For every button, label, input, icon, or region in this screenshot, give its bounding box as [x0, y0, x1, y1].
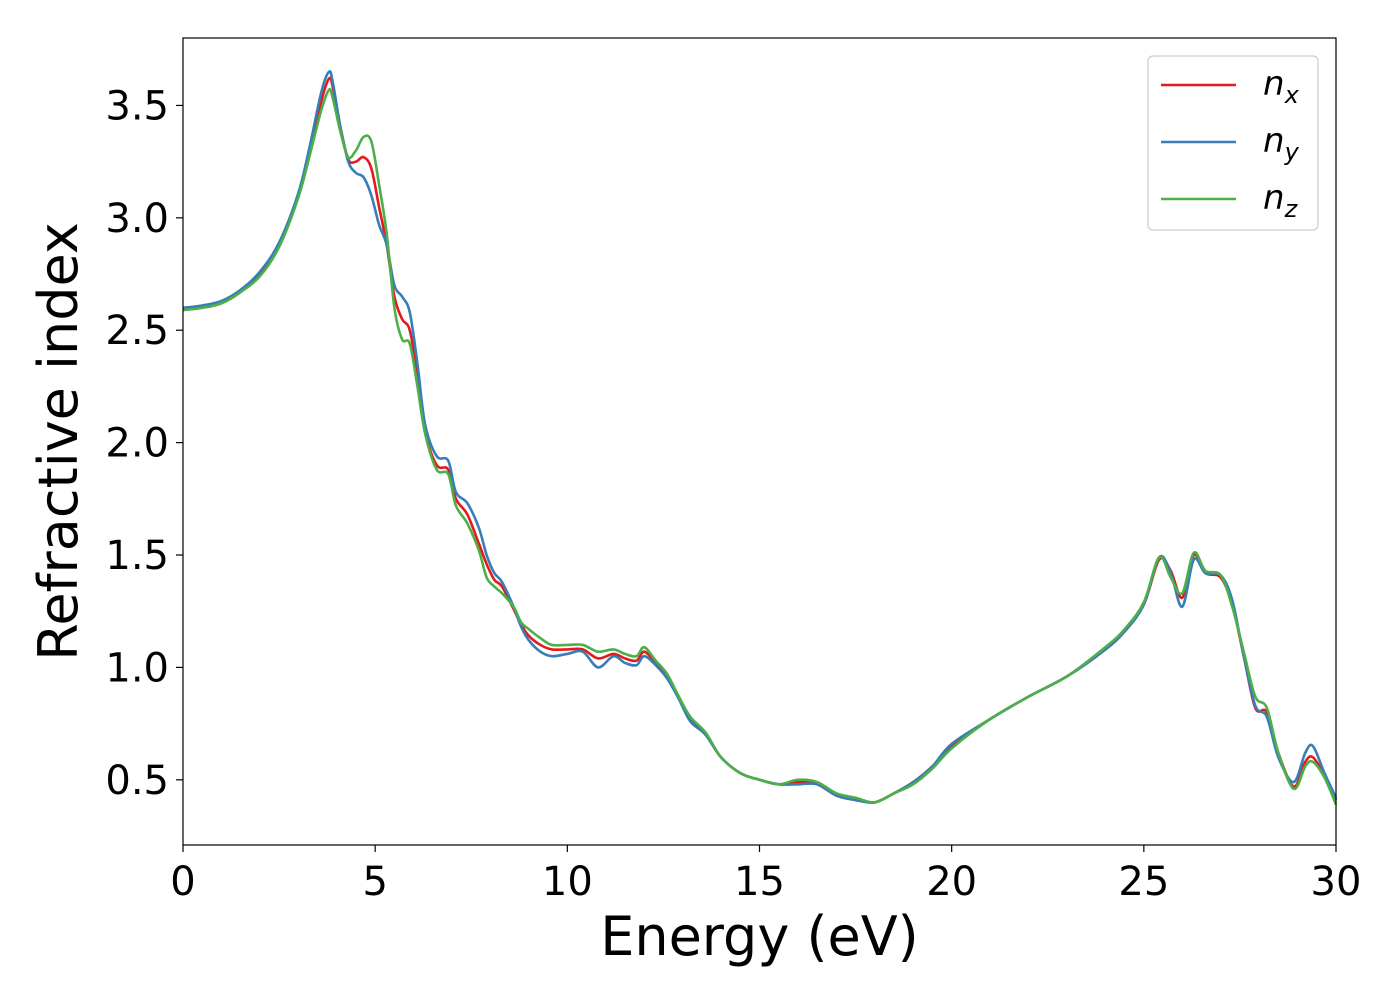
plot-background	[183, 38, 1336, 845]
y-tick-label: 2.5	[105, 308, 169, 354]
legend-label-base: n	[1263, 64, 1285, 104]
x-tick-label: 5	[362, 859, 387, 905]
legend-label-subscript: y	[1284, 138, 1300, 166]
y-tick-label: 1.5	[105, 533, 169, 579]
legend-label-base: n	[1263, 178, 1285, 218]
x-tick-label: 25	[1118, 859, 1169, 905]
axes-layer: 0 5 10 15 20 25 30 0.5 1.0 1.5 2.0 2.5 3.0 3.5	[105, 37, 1362, 905]
x-axis-title: Energy (eV)	[600, 905, 919, 968]
legend-label-nz: nz	[1263, 178, 1299, 223]
y-tick-label: 2.0	[105, 421, 169, 467]
x-tick-label: 0	[170, 859, 195, 905]
x-tick-label: 10	[542, 859, 593, 905]
legend-label-subscript: z	[1284, 195, 1299, 223]
x-tick-label: 20	[926, 859, 977, 905]
series-line-nz	[182, 87, 1338, 806]
legend-label-base: n	[1263, 121, 1285, 161]
legend-label-subscript: x	[1284, 81, 1300, 109]
legend-label-ny: ny	[1263, 121, 1300, 166]
x-tick-label: 15	[734, 859, 785, 905]
series-layer	[182, 70, 1338, 806]
y-axis-title: Refractive index	[27, 222, 90, 661]
y-tick-label: 3.5	[105, 83, 169, 129]
plot-area	[183, 38, 1336, 845]
legend-label-nx: nx	[1263, 64, 1300, 109]
y-tick-label: 0.5	[105, 758, 169, 804]
y-tick-label: 3.0	[105, 196, 169, 242]
x-tick-label: 30	[1311, 859, 1362, 905]
y-tick-label: 1.0	[105, 645, 169, 691]
